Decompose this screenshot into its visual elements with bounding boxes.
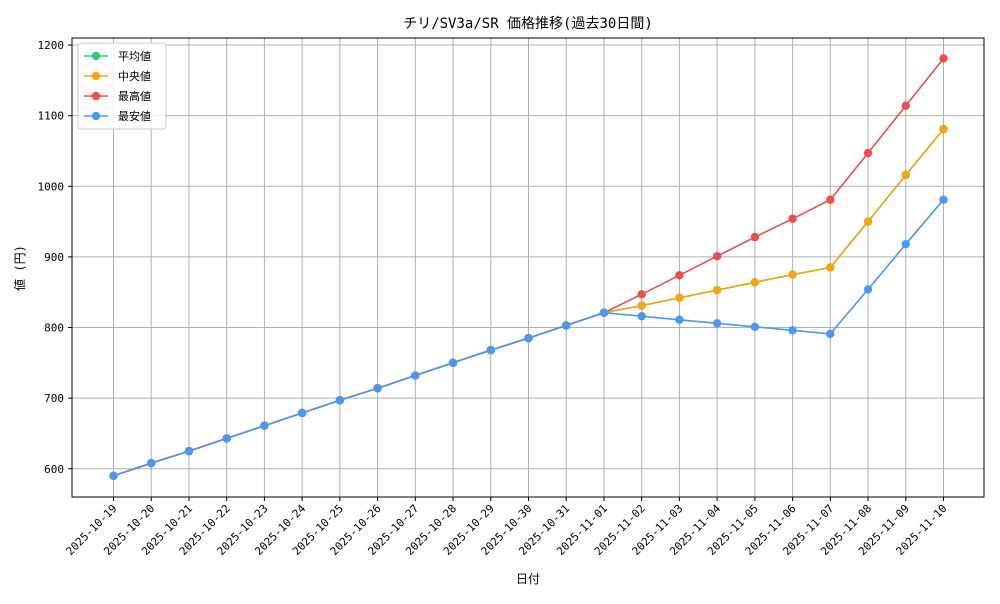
legend-marker	[91, 71, 101, 81]
data-point	[901, 170, 910, 180]
data-point	[863, 285, 873, 294]
data-point	[599, 308, 609, 317]
data-point	[750, 322, 760, 332]
y-tick-label: 900	[44, 251, 64, 264]
data-point	[411, 371, 420, 380]
data-point	[373, 384, 382, 393]
y-tick-label: 700	[44, 392, 64, 405]
data-point	[750, 232, 760, 242]
data-point	[712, 285, 722, 295]
data-point	[788, 326, 797, 335]
data-point	[297, 408, 307, 418]
data-point	[826, 263, 835, 272]
data-point	[637, 301, 646, 310]
data-point	[788, 214, 797, 223]
legend-box	[77, 42, 167, 130]
legend-marker	[91, 51, 101, 61]
data-point	[675, 293, 684, 303]
data-point	[675, 271, 684, 280]
data-point	[750, 278, 760, 287]
series-group	[109, 54, 948, 481]
data-point	[637, 312, 646, 321]
x-axis: 2025-10-192025-10-202025-10-212025-10-22…	[64, 497, 950, 558]
data-point	[524, 333, 533, 343]
data-point	[335, 396, 345, 405]
data-point	[222, 434, 231, 443]
data-point	[184, 446, 194, 456]
legend-label: 最安値	[118, 109, 151, 123]
legend-marker	[91, 111, 101, 121]
legend-label: 最高値	[118, 89, 151, 103]
data-point	[939, 124, 948, 134]
data-point	[260, 421, 269, 430]
legend-marker	[91, 91, 101, 101]
grid	[72, 38, 984, 497]
data-point	[788, 270, 797, 279]
y-tick-label: 1000	[38, 180, 65, 193]
legend-label: 中央値	[118, 70, 151, 83]
data-point	[675, 315, 684, 324]
data-point	[486, 345, 495, 355]
y-tick-label: 600	[44, 463, 64, 476]
data-point	[826, 195, 835, 204]
data-point	[448, 358, 458, 368]
y-tick-label: 800	[44, 322, 64, 335]
data-point	[863, 148, 873, 158]
x-axis-label: 日付	[516, 572, 540, 586]
y-axis: 600 700 800 900 1000 1100 1200	[38, 39, 72, 476]
series-4	[109, 195, 948, 481]
legend-label: 平均値	[118, 50, 151, 63]
data-point	[863, 217, 873, 226]
data-point	[109, 471, 118, 481]
y-tick-label: 1200	[38, 39, 65, 52]
data-point	[637, 290, 646, 299]
data-point	[901, 239, 910, 249]
data-point	[147, 458, 156, 468]
data-point	[712, 319, 722, 328]
y-axis-label: 値 (円)	[12, 245, 27, 291]
data-point	[901, 101, 910, 110]
data-point	[826, 329, 835, 339]
y-tick-label: 1100	[38, 110, 65, 123]
data-point	[939, 195, 948, 204]
data-point	[562, 321, 571, 330]
data-point	[939, 54, 948, 63]
chart-title: チリ/SV3a/SR 価格推移(過去30日間)	[403, 16, 653, 32]
data-point	[712, 252, 722, 261]
